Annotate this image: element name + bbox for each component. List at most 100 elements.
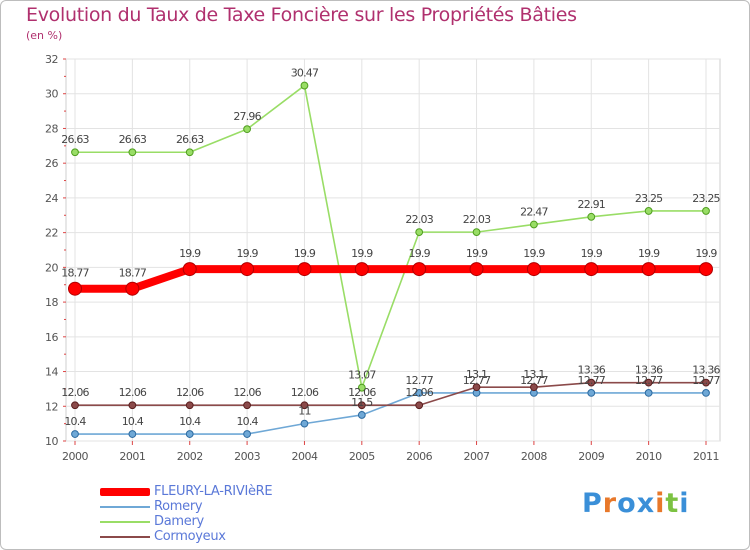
- data-point: [71, 401, 79, 410]
- x-tick-label: 2007: [464, 450, 490, 463]
- data-label: 26.63: [61, 133, 89, 146]
- data-label: 10.4: [64, 415, 86, 428]
- x-tick-label: 2005: [349, 450, 375, 463]
- data-label: 12.06: [291, 386, 319, 399]
- y-tick-label: 22: [45, 227, 58, 240]
- data-label: 12.77: [405, 374, 433, 387]
- data-point: [243, 430, 251, 438]
- data-point: [182, 262, 197, 277]
- data-point: [472, 228, 481, 237]
- legend-swatch-romery: [100, 506, 150, 508]
- data-label: 10.4: [236, 415, 258, 428]
- chart-subtitle: (en %): [26, 29, 63, 42]
- data-label: 12.06: [405, 386, 433, 399]
- data-label: 12.06: [176, 386, 204, 399]
- data-label: 12.06: [61, 386, 89, 399]
- data-point: [702, 207, 710, 215]
- y-tick-label: 28: [45, 122, 58, 135]
- legend-swatch-cormoyeux: [100, 536, 150, 538]
- data-point: [128, 430, 137, 438]
- data-point: [300, 81, 309, 90]
- data-point: [641, 262, 656, 277]
- data-label: 19.9: [695, 247, 717, 260]
- data-point: [300, 401, 309, 410]
- data-point: [71, 148, 79, 157]
- y-tick-label: 12: [45, 400, 58, 413]
- data-point: [240, 262, 255, 277]
- y-tick-label: 20: [45, 261, 58, 274]
- data-label: 12.06: [233, 386, 261, 399]
- data-point: [472, 383, 481, 392]
- data-point: [702, 378, 710, 387]
- data-point: [644, 389, 653, 397]
- data-label: 23.25: [692, 192, 720, 205]
- y-tick-label: 16: [45, 331, 58, 344]
- x-tick-label: 2000: [62, 450, 88, 463]
- data-label: 26.63: [176, 133, 204, 146]
- data-point: [415, 228, 424, 237]
- data-point: [699, 262, 713, 277]
- x-tick-label: 2011: [693, 450, 719, 463]
- legend-label-fleury: FLEURY-LA-RIVIèRE: [154, 484, 273, 499]
- y-tick-label: 26: [45, 157, 58, 170]
- data-label: 11: [298, 405, 310, 418]
- data-point: [530, 220, 538, 229]
- legend-label-cormoyeux: Cormoyeux: [154, 529, 226, 544]
- legend-label-damery: Damery: [154, 514, 204, 529]
- plot-area: [65, 58, 721, 442]
- y-tick-label: 14: [45, 366, 58, 379]
- data-label: 13.1: [523, 368, 544, 381]
- legend-swatch-fleury: [100, 488, 150, 496]
- data-label: 12.77: [520, 374, 548, 387]
- series-line-fleury-la-rivi-re: [71, 265, 710, 293]
- data-label: 12.77: [692, 374, 720, 387]
- logo-letter: r: [602, 488, 618, 519]
- y-tick-label: 30: [45, 88, 58, 101]
- data-point: [68, 281, 82, 296]
- data-label: 10.4: [179, 415, 201, 428]
- data-point: [354, 262, 369, 277]
- data-point: [185, 430, 194, 438]
- chart-title: Evolution du Taux de Taxe Foncière sur l…: [26, 4, 577, 26]
- data-point: [243, 401, 251, 410]
- data-label: 19.9: [523, 247, 545, 260]
- x-tick-label: 2002: [177, 450, 203, 463]
- data-point: [587, 389, 596, 397]
- proxiti-logo: Proxiti: [582, 488, 690, 519]
- data-label: 19.9: [409, 247, 431, 260]
- data-label: 10.4: [122, 415, 144, 428]
- data-label: 11.5: [351, 396, 373, 409]
- data-point: [125, 281, 140, 296]
- data-label: 12.06: [119, 386, 147, 399]
- series-line-damery: [74, 84, 707, 389]
- data-point: [71, 430, 79, 438]
- data-point: [185, 148, 194, 157]
- data-point: [357, 383, 366, 392]
- data-label: 18.77: [61, 267, 89, 280]
- y-tick-label: 32: [45, 53, 58, 66]
- data-label: 30.47: [291, 67, 319, 80]
- data-label: 19.9: [638, 247, 660, 260]
- logo-letter: x: [636, 488, 656, 519]
- legend-label-romery: Romery: [154, 499, 203, 514]
- data-point: [584, 262, 599, 277]
- x-tick-label: 2009: [578, 450, 604, 463]
- data-label: 18.77: [119, 267, 147, 280]
- x-tick-label: 2001: [119, 450, 145, 463]
- data-point: [644, 378, 653, 387]
- logo-letter: i: [655, 488, 666, 519]
- data-label: 13.36: [578, 364, 606, 377]
- data-label: 22.91: [578, 198, 606, 211]
- data-point: [357, 411, 366, 419]
- x-tick-label: 2010: [636, 450, 662, 463]
- data-label: 13.36: [692, 364, 720, 377]
- logo-letter: o: [617, 488, 637, 519]
- data-point: [587, 212, 596, 221]
- data-label: 22.47: [520, 205, 548, 218]
- data-point: [128, 401, 137, 410]
- data-label: 13.36: [635, 364, 663, 377]
- x-tick-label: 2008: [521, 450, 547, 463]
- data-point: [644, 207, 653, 215]
- data-label: 19.9: [294, 247, 316, 260]
